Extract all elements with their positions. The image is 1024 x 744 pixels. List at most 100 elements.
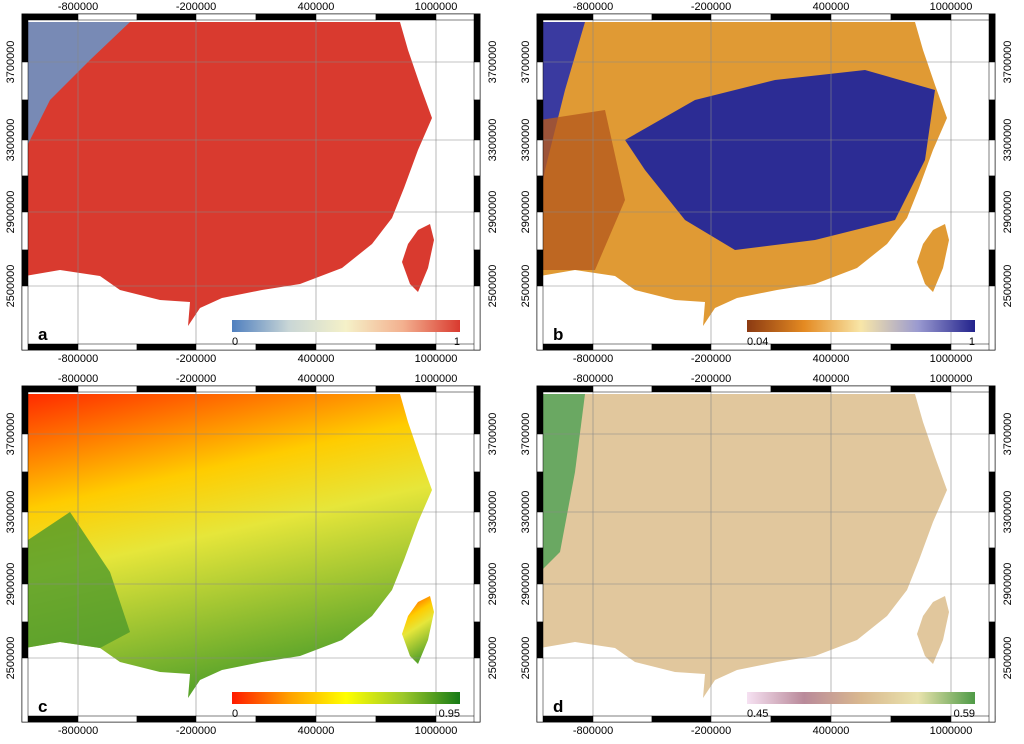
y-tick-label: 3700000: [487, 413, 499, 456]
border-bar: [592, 715, 653, 723]
border-bar: [988, 657, 996, 723]
border-bar: [21, 385, 29, 435]
border-bar: [375, 13, 437, 21]
border-bar: [21, 657, 29, 723]
colorbar-max-label: 0.95: [439, 708, 460, 720]
border-bar: [473, 385, 481, 435]
x-tick-label: -800000: [573, 1, 613, 13]
border-bar: [988, 285, 996, 351]
x-tick-label: 1000000: [930, 1, 973, 13]
border-bar: [21, 583, 29, 623]
border-bar: [473, 621, 481, 659]
y-tick-label: 3700000: [5, 41, 17, 84]
x-tick-label: -800000: [573, 353, 613, 365]
border-bar: [770, 13, 832, 21]
y-tick-label: 2500000: [487, 265, 499, 308]
border-bar: [473, 139, 481, 177]
border-bar: [536, 583, 544, 623]
x-tick-label: 1000000: [930, 725, 973, 737]
border-bar: [950, 13, 996, 21]
map-panel: -800000 -800000 -200000 -200000 400000 400000…: [520, 373, 1014, 737]
y-tick-label: 3700000: [487, 41, 499, 84]
x-tick-label: 400000: [298, 1, 335, 13]
border-bar: [536, 13, 544, 63]
x-tick-label: 1000000: [930, 373, 973, 385]
border-bar: [473, 511, 481, 549]
land: [402, 596, 434, 664]
border-bar: [21, 433, 29, 473]
land: [25, 394, 432, 698]
y-tick-label: 2900000: [520, 191, 532, 234]
land: [402, 224, 434, 292]
border-bar: [536, 13, 594, 21]
y-tick-label: 2500000: [5, 265, 17, 308]
x-tick-label: -800000: [58, 725, 98, 737]
x-tick-label: -200000: [691, 373, 731, 385]
border-bar: [435, 385, 481, 393]
low-region: [625, 70, 935, 250]
border-bar: [21, 249, 29, 287]
panel-label: c: [38, 697, 47, 716]
border-bar: [21, 547, 29, 585]
border-bar: [988, 621, 996, 659]
border-bar: [21, 13, 79, 21]
colorbar-max-label: 1: [969, 336, 975, 348]
colorbar-max-label: 1: [454, 336, 460, 348]
land: [917, 224, 949, 292]
border-bar: [988, 583, 996, 623]
border-bar: [315, 343, 377, 351]
x-tick-label: -200000: [691, 725, 731, 737]
border-bar: [830, 13, 892, 21]
border-bar: [136, 13, 197, 21]
y-tick-label: 2900000: [5, 563, 17, 606]
border-bar: [950, 385, 996, 393]
map-panel: -800000 -800000 -200000 -200000 400000 400000…: [5, 373, 499, 737]
border-bar: [890, 385, 952, 393]
y-tick-label: 2900000: [5, 191, 17, 234]
border-bar: [536, 385, 594, 393]
border-bar: [21, 61, 29, 101]
x-tick-label: -200000: [691, 353, 731, 365]
border-bar: [988, 471, 996, 513]
y-tick-label: 3700000: [1002, 413, 1014, 456]
border-bar: [473, 285, 481, 351]
y-tick-label: 3300000: [5, 491, 17, 534]
border-bar: [473, 99, 481, 141]
border-bar: [255, 385, 317, 393]
colorbar: [747, 692, 975, 704]
border-bar: [536, 99, 544, 141]
colorbar-max-label: 0.59: [954, 708, 975, 720]
x-tick-label: 1000000: [930, 353, 973, 365]
border-bar: [830, 385, 892, 393]
x-tick-label: 1000000: [415, 725, 458, 737]
border-bar: [77, 13, 138, 21]
border-bar: [988, 547, 996, 585]
border-bar: [473, 211, 481, 251]
border-bar: [473, 657, 481, 723]
y-tick-label: 3300000: [520, 491, 532, 534]
y-tick-label: 3300000: [487, 119, 499, 162]
border-bar: [592, 385, 653, 393]
x-tick-label: -200000: [176, 353, 216, 365]
border-bar: [536, 433, 544, 473]
x-tick-label: -800000: [573, 373, 613, 385]
y-tick-label: 3300000: [487, 491, 499, 534]
border-bar: [77, 385, 138, 393]
x-tick-label: 1000000: [415, 373, 458, 385]
border-bar: [536, 621, 544, 659]
map-panel: -800000 -800000 -200000 -200000 400000 400000…: [520, 1, 1014, 365]
border-bar: [473, 433, 481, 473]
border-bar: [21, 385, 79, 393]
border-bar: [255, 343, 317, 351]
border-bar: [536, 715, 594, 723]
border-bar: [77, 343, 138, 351]
border-bar: [651, 715, 712, 723]
border-bar: [536, 61, 544, 101]
x-tick-label: 400000: [813, 725, 850, 737]
colorbar-min-label: 0.04: [747, 336, 768, 348]
border-bar: [435, 13, 481, 21]
border-bar: [195, 343, 257, 351]
border-bar: [255, 13, 317, 21]
x-tick-label: 1000000: [415, 1, 458, 13]
border-bar: [592, 13, 653, 21]
